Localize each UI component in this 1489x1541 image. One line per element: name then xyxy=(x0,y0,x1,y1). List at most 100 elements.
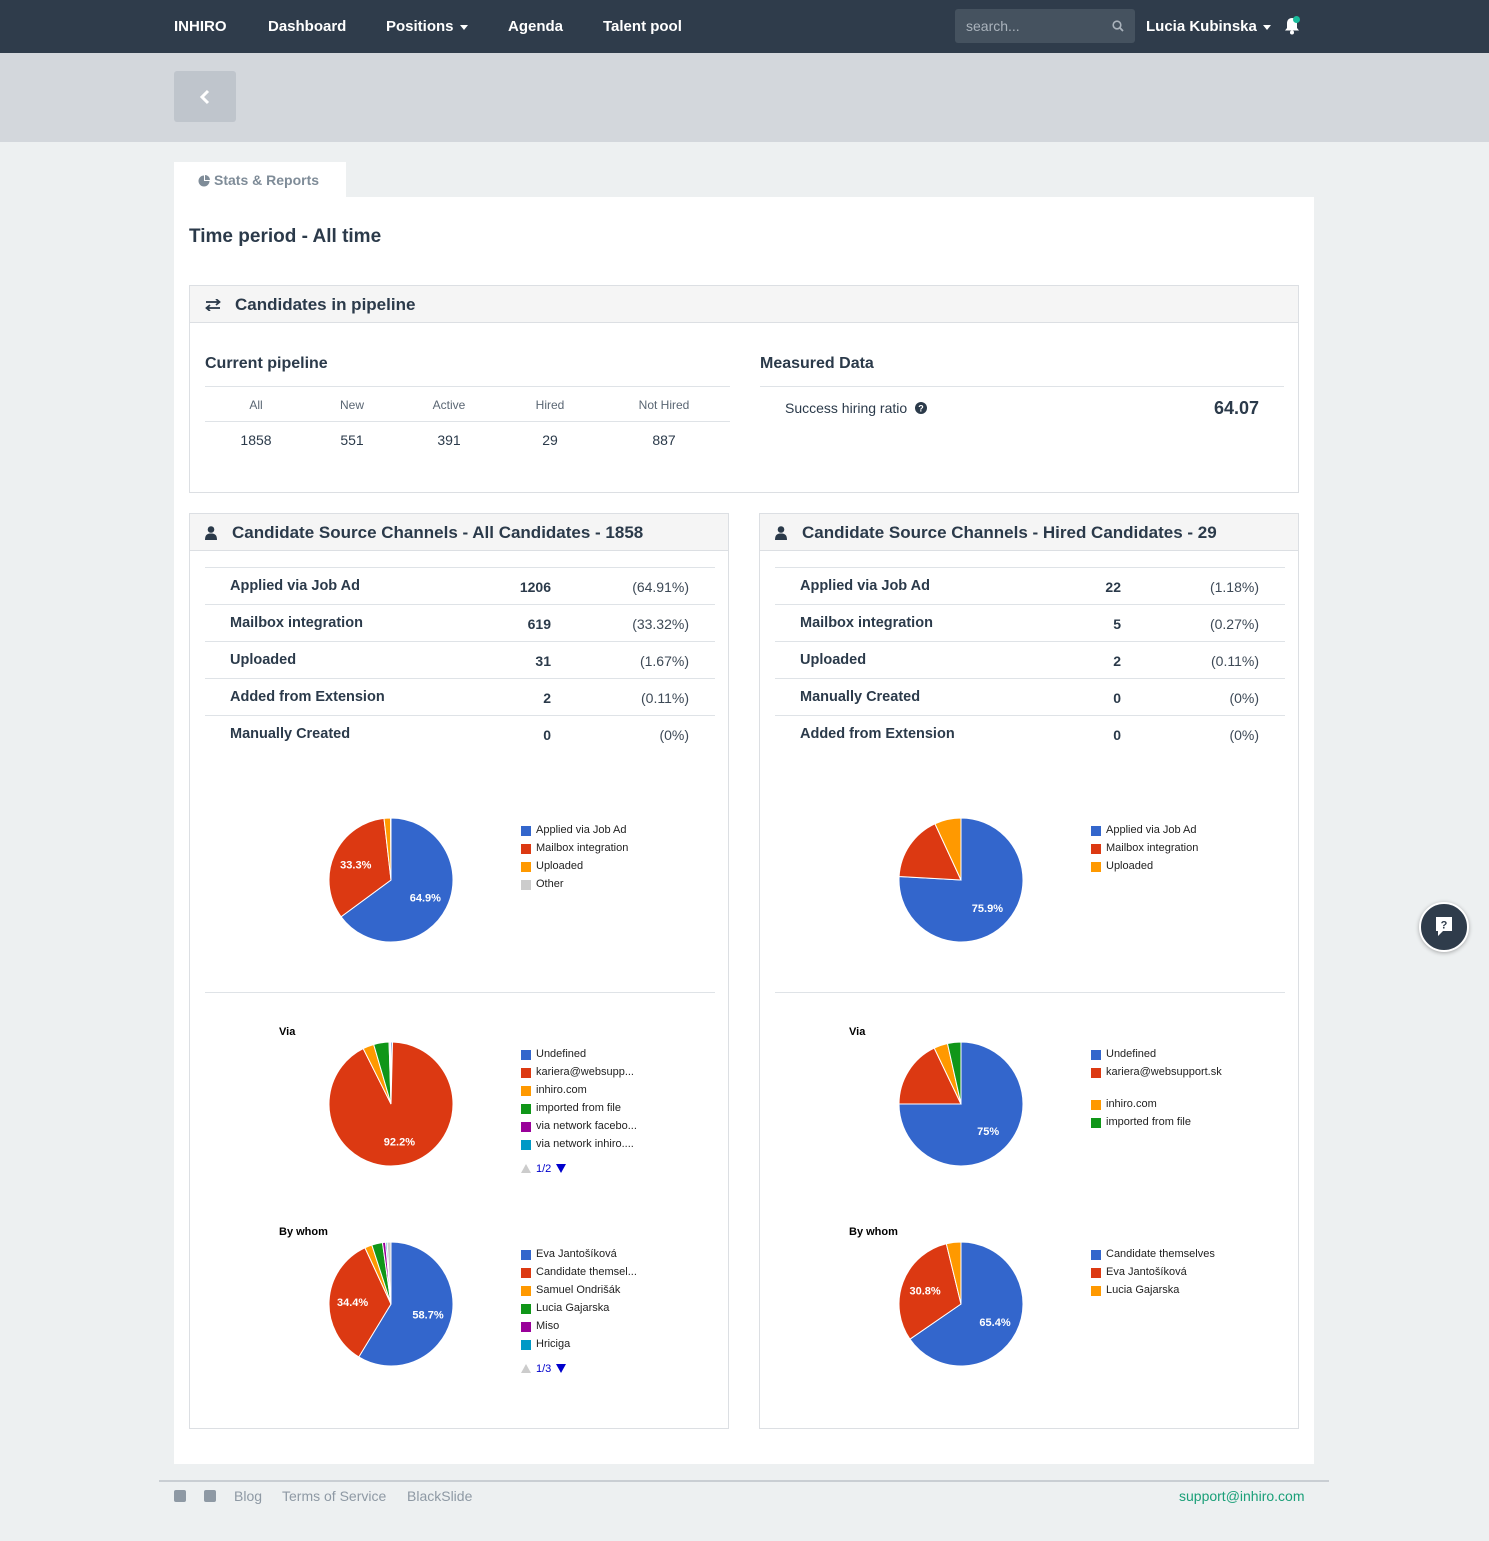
footer-link-blog[interactable]: Blog xyxy=(234,1488,263,1504)
search-icon[interactable] xyxy=(1112,20,1124,32)
pager-up-icon[interactable] xyxy=(521,1164,531,1173)
legend-swatch xyxy=(1091,844,1101,854)
legend-item[interactable]: Hriciga xyxy=(536,1338,571,1350)
row-divider xyxy=(205,567,715,568)
pie-svg: 75.9% xyxy=(898,817,1024,943)
divider xyxy=(775,992,1285,993)
pie-slice-label: 65.4% xyxy=(979,1317,1010,1329)
nav-dashboard[interactable]: Dashboard xyxy=(268,18,347,35)
tab-stats-reports[interactable]: Stats & Reports xyxy=(174,162,346,198)
nav-agenda[interactable]: Agenda xyxy=(508,18,564,35)
legend-item[interactable]: Other xyxy=(536,878,564,890)
pie-slice[interactable] xyxy=(946,1041,962,1105)
hired-sources-header: Candidate Source Channels - Hired Candid… xyxy=(760,514,1298,551)
legend-item[interactable]: Uploaded xyxy=(1106,860,1154,872)
footer-link-blackslide[interactable]: BlackSlide xyxy=(407,1488,473,1504)
source-count: 22 xyxy=(1105,579,1121,595)
pie-slice[interactable] xyxy=(898,1047,962,1105)
pie-svg: 64.9% 33.3% xyxy=(328,817,454,943)
pie-slice[interactable] xyxy=(340,817,454,943)
user-menu[interactable]: Lucia Kubinska xyxy=(1146,0,1271,53)
search-input[interactable] xyxy=(955,9,1105,43)
tab-label: Stats & Reports xyxy=(214,172,320,188)
divider xyxy=(205,421,730,422)
pie-slice[interactable] xyxy=(386,1241,392,1305)
pie-slice[interactable] xyxy=(934,817,962,881)
pager-down-icon[interactable] xyxy=(556,1164,566,1173)
legend-item[interactable]: Miso xyxy=(536,1320,560,1332)
legend-item[interactable]: inhiro.com xyxy=(1106,1098,1157,1110)
legend-item[interactable]: via network facebo... xyxy=(536,1120,637,1132)
legend-item[interactable]: Applied via Job Ad xyxy=(1106,824,1197,836)
user-icon xyxy=(205,526,217,540)
nav-talent-pool[interactable]: Talent pool xyxy=(603,18,682,35)
pipeline-title: Candidates in pipeline xyxy=(235,295,416,314)
pie-slice[interactable] xyxy=(945,1241,962,1305)
legend-item[interactable]: via network inhiro.... xyxy=(536,1138,634,1150)
back-button[interactable] xyxy=(174,71,236,122)
ratio-label: Success hiring ratio xyxy=(785,400,908,416)
pipeline-value: 551 xyxy=(340,432,364,448)
legend-swatch xyxy=(1091,1068,1101,1078)
user-icon xyxy=(775,526,787,540)
nav-positions[interactable]: Positions xyxy=(386,0,468,53)
nav-positions-label: Positions xyxy=(386,18,454,35)
twitter-icon[interactable] xyxy=(204,1490,216,1502)
pipeline-card: Candidates in pipeline Current pipeline … xyxy=(189,285,1299,493)
brand-logo[interactable]: INHIRO xyxy=(174,18,227,35)
legend-swatch xyxy=(521,844,531,854)
legend-item[interactable]: Mailbox integration xyxy=(1106,842,1199,854)
legend-item[interactable]: Uploaded xyxy=(536,860,584,872)
legend-item[interactable]: Candidate themselves xyxy=(1106,1248,1215,1260)
legend-item[interactable]: Undefined xyxy=(1106,1048,1157,1060)
source-label: Applied via Job Ad xyxy=(800,578,930,594)
legend-item[interactable]: Lucia Gajarska xyxy=(1106,1284,1180,1296)
legend-item[interactable]: imported from file xyxy=(536,1102,621,1114)
pie-slice[interactable] xyxy=(898,1243,962,1340)
legend-item[interactable]: imported from file xyxy=(1106,1116,1191,1128)
pie-slice[interactable] xyxy=(328,817,392,918)
pie-slice-label: 64.9% xyxy=(410,892,441,904)
legend-item[interactable]: Samuel Ondrišák xyxy=(536,1284,621,1296)
legend-item[interactable]: inhiro.com xyxy=(536,1084,587,1096)
help-icon[interactable]: ? xyxy=(915,402,927,414)
source-count: 5 xyxy=(1113,616,1121,632)
pie-slice[interactable] xyxy=(358,1241,454,1367)
support-email-link[interactable]: support@inhiro.com xyxy=(1179,1488,1305,1504)
column-header: Active xyxy=(432,398,466,412)
legend-item[interactable]: Applied via Job Ad xyxy=(536,824,627,836)
pie-slice[interactable] xyxy=(389,1041,392,1105)
pie-slice[interactable] xyxy=(909,1241,1024,1367)
legend-item[interactable]: Lucia Gajarska xyxy=(536,1302,610,1314)
legend-item[interactable]: kariera@websupport.sk xyxy=(1106,1066,1222,1078)
facebook-icon[interactable] xyxy=(174,1490,186,1502)
legend-swatch xyxy=(1091,1250,1101,1260)
legend-swatch xyxy=(521,1068,531,1078)
legend-item[interactable]: Eva Jantošíková xyxy=(1106,1266,1187,1278)
pie-slice[interactable] xyxy=(898,823,962,881)
pie-slice[interactable] xyxy=(328,1247,392,1358)
legend-swatch xyxy=(521,1086,531,1096)
row-divider xyxy=(205,715,715,716)
chat-question-icon: ? xyxy=(1436,917,1452,936)
legend-swatch xyxy=(521,1250,531,1260)
source-percent: (0%) xyxy=(659,727,689,743)
source-percent: (0%) xyxy=(1229,727,1259,743)
footer-link-terms[interactable]: Terms of Service xyxy=(282,1488,387,1504)
divider xyxy=(205,386,730,387)
pager-up-icon[interactable] xyxy=(521,1364,531,1373)
pie-slice-label: 34.4% xyxy=(337,1297,368,1309)
source-label: Manually Created xyxy=(800,689,921,705)
legend-item[interactable]: Eva Jantošíková xyxy=(536,1248,617,1260)
legend-item[interactable]: Candidate themsel... xyxy=(536,1266,637,1278)
source-percent: (0.11%) xyxy=(1211,653,1259,669)
help-chat-button[interactable]: ? xyxy=(1419,902,1469,952)
source-percent: (0%) xyxy=(1229,690,1259,706)
source-count: 0 xyxy=(1113,727,1121,743)
legend-pager: 1/2 xyxy=(536,1163,552,1175)
source-label: Uploaded xyxy=(230,652,297,668)
pager-down-icon[interactable] xyxy=(556,1364,566,1373)
legend-item[interactable]: Mailbox integration xyxy=(536,842,629,854)
legend-item[interactable]: Undefined xyxy=(536,1048,587,1060)
legend-item[interactable]: kariera@websupp... xyxy=(536,1066,634,1078)
